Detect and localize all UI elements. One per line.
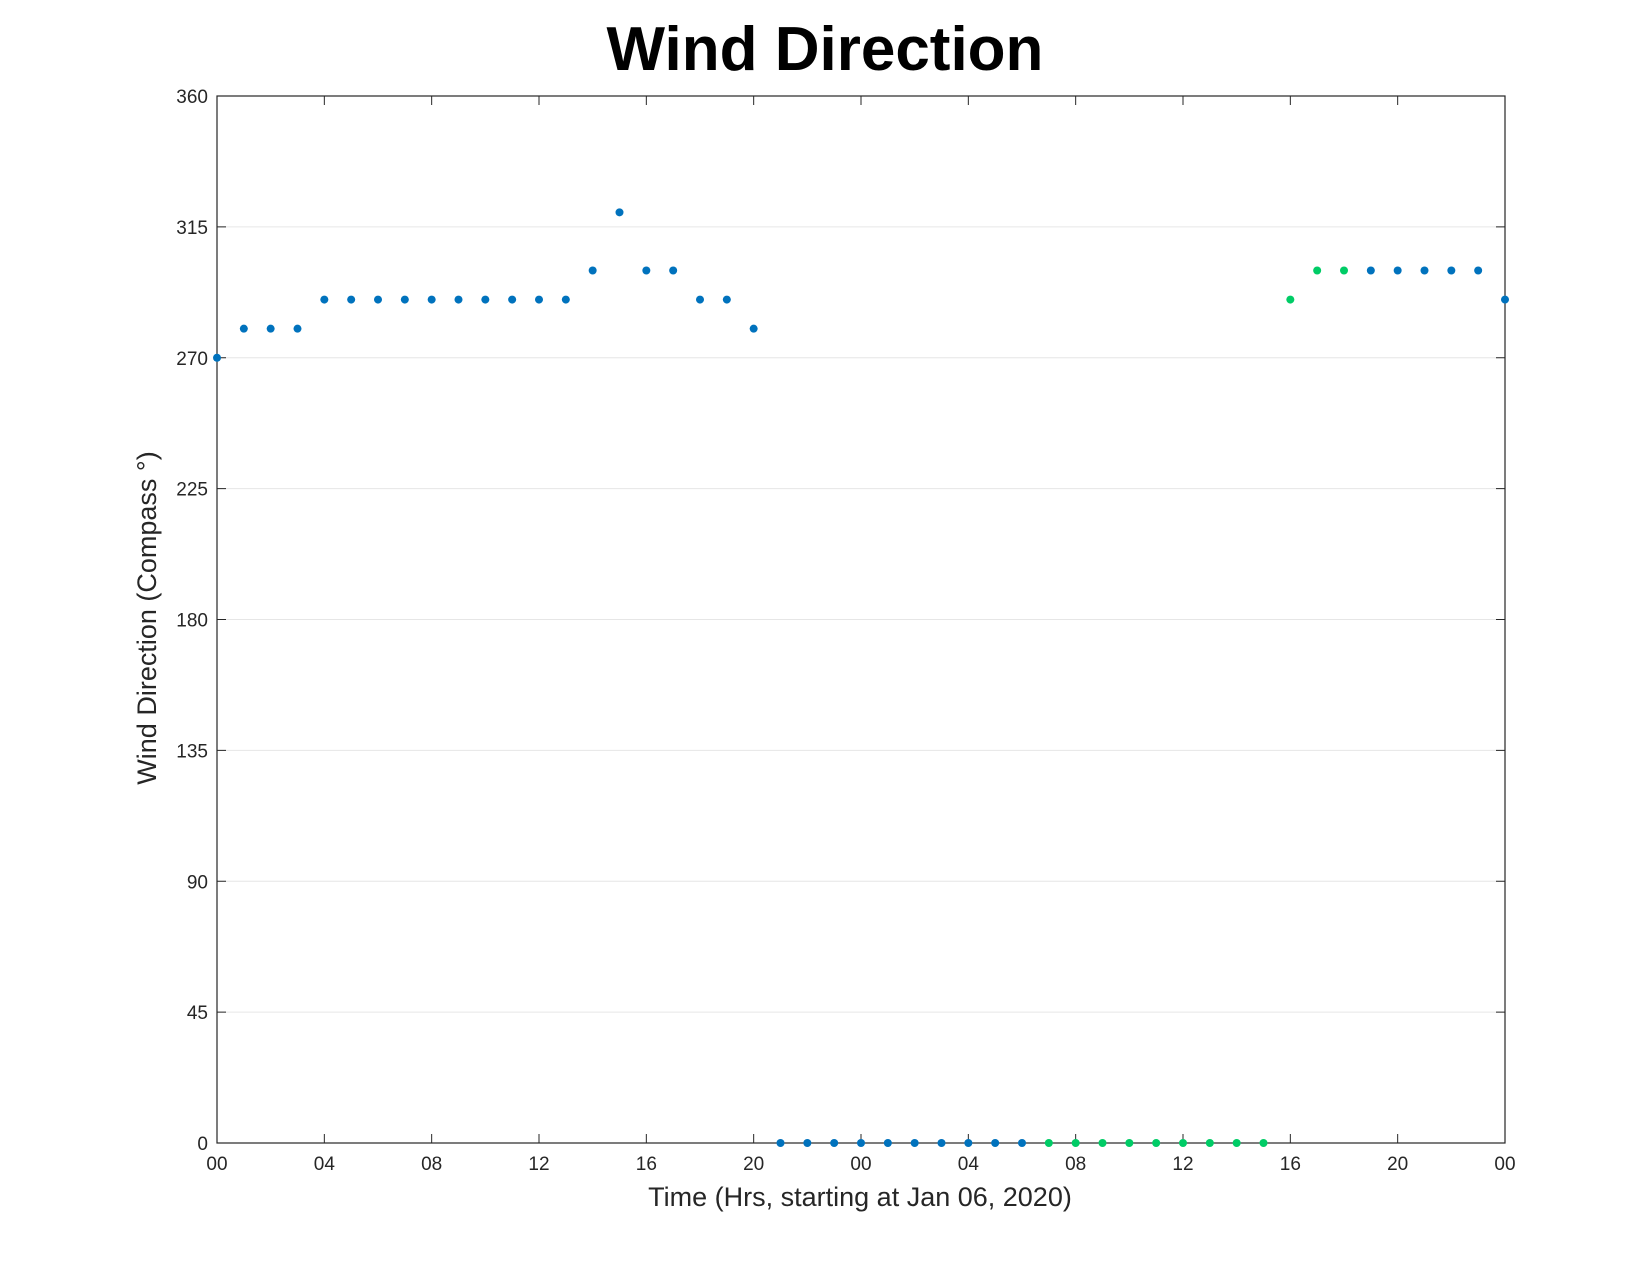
data-point	[400, 295, 409, 304]
data-point	[454, 295, 463, 304]
data-point	[883, 1139, 892, 1147]
data-point	[722, 295, 731, 304]
y-tick-label: 0	[197, 1134, 208, 1155]
data-point	[213, 353, 221, 362]
data-point	[1125, 1139, 1134, 1147]
data-point	[669, 266, 678, 275]
data-point	[910, 1139, 919, 1147]
data-point	[1420, 266, 1429, 275]
data-point	[1393, 266, 1402, 275]
x-tick-label: 04	[958, 1154, 980, 1175]
data-point	[293, 324, 302, 333]
x-tick-label: 08	[1065, 1154, 1086, 1175]
data-point	[964, 1139, 973, 1147]
data-point	[1044, 1139, 1053, 1147]
y-tick-label: 135	[176, 741, 208, 762]
data-point	[561, 295, 570, 304]
chart-title: Wind Direction	[606, 15, 1044, 84]
x-tick-label: 16	[636, 1154, 657, 1175]
x-tick-label: 20	[743, 1154, 764, 1175]
data-point	[535, 295, 543, 304]
data-point	[1366, 266, 1375, 275]
data-point	[1205, 1139, 1214, 1147]
data-point	[830, 1139, 839, 1147]
data-point	[991, 1139, 1000, 1147]
data-point	[508, 295, 517, 304]
grid-layer	[217, 226, 1505, 1013]
point-layer	[213, 208, 1509, 1147]
data-point	[1179, 1139, 1187, 1147]
data-point	[642, 266, 651, 275]
data-point	[803, 1139, 812, 1147]
data-point	[347, 295, 356, 304]
data-point	[937, 1139, 946, 1147]
data-point	[1098, 1139, 1107, 1147]
data-point	[427, 295, 436, 304]
data-point	[1447, 266, 1456, 275]
x-tick-label: 08	[421, 1154, 442, 1175]
data-point	[374, 295, 382, 304]
x-tick-label: 00	[1494, 1154, 1515, 1175]
data-point	[266, 324, 275, 333]
x-tick-label: 04	[314, 1154, 336, 1175]
y-tick-label: 90	[187, 872, 208, 893]
x-tick-label: 16	[1280, 1154, 1301, 1175]
data-point	[1313, 266, 1322, 275]
data-point	[857, 1139, 865, 1147]
data-point	[1474, 266, 1483, 275]
data-point	[1152, 1139, 1161, 1147]
x-tick-label: 00	[206, 1154, 227, 1175]
data-point	[615, 208, 624, 217]
data-point	[776, 1139, 785, 1147]
y-tick-label: 270	[176, 349, 208, 370]
y-tick-label: 225	[176, 480, 208, 501]
x-tick-label: 00	[850, 1154, 871, 1175]
data-point	[320, 295, 329, 304]
data-point	[1340, 266, 1348, 275]
data-point	[588, 266, 597, 275]
tick-layer: 0 45 90 135 180 225 270 315 360 00 04 08 12 16 20 00 04 0…	[176, 87, 1515, 1175]
data-point	[239, 324, 248, 333]
data-point	[696, 295, 704, 304]
data-point	[1071, 1139, 1080, 1147]
data-point	[1259, 1139, 1268, 1147]
data-point	[481, 295, 490, 304]
data-point	[749, 324, 758, 333]
y-axis-label: Wind Direction (Compass °)	[132, 451, 162, 785]
x-tick-label: 20	[1387, 1154, 1408, 1175]
x-tick-label: 12	[1172, 1154, 1193, 1175]
x-axis-label: Time (Hrs, starting at Jan 06, 2020)	[648, 1182, 1072, 1212]
data-point	[1232, 1139, 1241, 1147]
data-point	[1286, 295, 1295, 304]
y-tick-label: 315	[176, 218, 208, 239]
data-point	[1018, 1139, 1026, 1147]
y-tick-label: 180	[176, 611, 208, 632]
x-tick-label: 12	[528, 1154, 549, 1175]
y-tick-label: 45	[187, 1003, 208, 1024]
data-point	[1501, 295, 1509, 304]
y-tick-label: 360	[176, 87, 208, 108]
